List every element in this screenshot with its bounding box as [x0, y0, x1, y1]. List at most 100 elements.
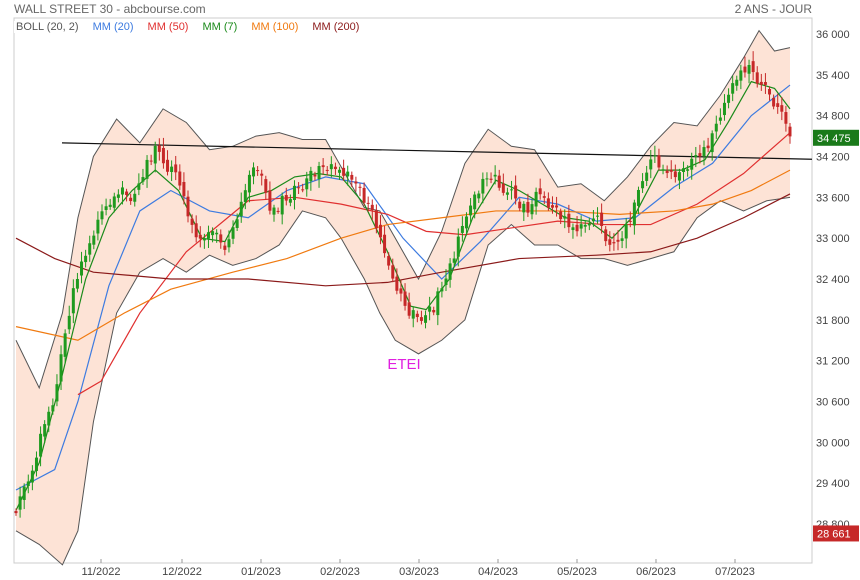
candle-body	[620, 238, 624, 241]
candle-body	[780, 105, 784, 112]
legend: BOLL (20, 2) MM (20) MM (50) MM (7) MM (100)…	[14, 21, 362, 33]
legend-item: MM (20)	[92, 21, 134, 33]
candle-body	[284, 195, 288, 201]
candle-body	[256, 170, 260, 172]
candle-body	[39, 433, 43, 457]
candle-body	[464, 216, 468, 229]
last-price-badge	[813, 129, 859, 146]
candle-body	[600, 212, 604, 227]
candle-body	[747, 65, 751, 74]
candle-body	[247, 174, 251, 193]
candle-body	[219, 234, 223, 243]
candle-body	[252, 167, 256, 177]
candle-body	[510, 189, 514, 191]
y-tick-label: 33 000	[816, 233, 850, 245]
candle-body	[661, 169, 665, 171]
candle-body	[391, 265, 395, 279]
candle-body	[116, 194, 120, 198]
candle-body	[489, 178, 493, 180]
candle-body	[497, 175, 501, 188]
candle-body	[182, 181, 186, 197]
candle-body	[211, 231, 215, 236]
candle-body	[149, 160, 153, 162]
candle-body	[202, 238, 206, 241]
candle-body	[161, 147, 165, 164]
candle-body	[682, 168, 686, 173]
y-tick-label: 30 600	[816, 397, 850, 409]
candle-body	[677, 172, 681, 181]
candle-body	[649, 159, 653, 170]
bollinger-lower	[15, 196, 791, 566]
candle-body	[424, 315, 428, 323]
candle-body	[153, 145, 157, 164]
candle-body	[788, 126, 792, 137]
candle-body	[71, 288, 75, 314]
y-tick-label: 31 200	[816, 356, 850, 368]
candle-body	[280, 195, 284, 215]
candle-body	[694, 155, 698, 157]
candle-body	[608, 239, 612, 245]
candle-body	[452, 258, 456, 263]
candle-body	[604, 229, 608, 242]
candle-body	[194, 223, 198, 238]
candle-body	[178, 171, 182, 186]
candle-body	[657, 155, 661, 168]
y-tick-label: 34 200	[816, 152, 850, 164]
candle-body	[665, 170, 669, 174]
candle-body	[702, 147, 706, 157]
candle-body	[387, 256, 391, 266]
candle-body	[436, 291, 440, 316]
candle-body	[313, 174, 317, 177]
legend-item: BOLL (20, 2)	[16, 21, 79, 33]
candle-body	[55, 384, 59, 402]
x-tick-label: 02/2023	[320, 566, 360, 578]
last-price-label: 34 475	[817, 133, 851, 145]
candle-body	[235, 219, 239, 228]
x-tick-label: 12/2022	[162, 566, 202, 578]
candle-body	[18, 496, 22, 510]
candle-body	[354, 181, 358, 184]
candle-body	[632, 202, 636, 226]
candle-body	[260, 173, 264, 176]
candle-body	[530, 204, 534, 215]
candle-body	[587, 223, 591, 226]
bollinger-band	[16, 30, 790, 565]
candle-body	[366, 202, 370, 204]
candle-body	[272, 207, 276, 215]
candle-body	[432, 309, 436, 313]
candle-body	[784, 112, 788, 124]
candle-body	[759, 81, 763, 85]
x-tick-label: 11/2022	[82, 566, 121, 578]
candle-body	[473, 194, 477, 210]
candle-body	[43, 424, 47, 437]
candle-body	[215, 232, 219, 235]
candle-body	[350, 174, 354, 180]
candle-body	[333, 166, 337, 170]
y-tick-label: 32 400	[816, 274, 850, 286]
candle-body	[120, 187, 124, 195]
legend-item: MM (200)	[312, 21, 360, 33]
y-tick-label: 29 400	[816, 478, 850, 490]
x-tick-label: 05/2023	[557, 566, 597, 578]
candle-body	[485, 178, 489, 180]
low-price-label: 28 661	[817, 528, 851, 540]
candle-body	[206, 232, 210, 239]
candle-body	[407, 302, 411, 316]
ma-line-100	[15, 169, 791, 341]
candle-body	[591, 218, 595, 222]
candle-body	[378, 224, 382, 238]
candle-body	[755, 72, 759, 84]
y-tick-label: 33 600	[816, 192, 850, 204]
candle-body	[596, 215, 600, 217]
candle-body	[522, 203, 526, 213]
candle-body	[145, 159, 149, 179]
candle-body	[612, 242, 616, 244]
y-tick-label: 31 800	[816, 315, 850, 327]
candle-body	[456, 236, 460, 257]
candle-body	[100, 211, 104, 220]
candle-body	[34, 457, 38, 472]
candle-body	[403, 291, 407, 306]
candle-body	[268, 190, 272, 211]
